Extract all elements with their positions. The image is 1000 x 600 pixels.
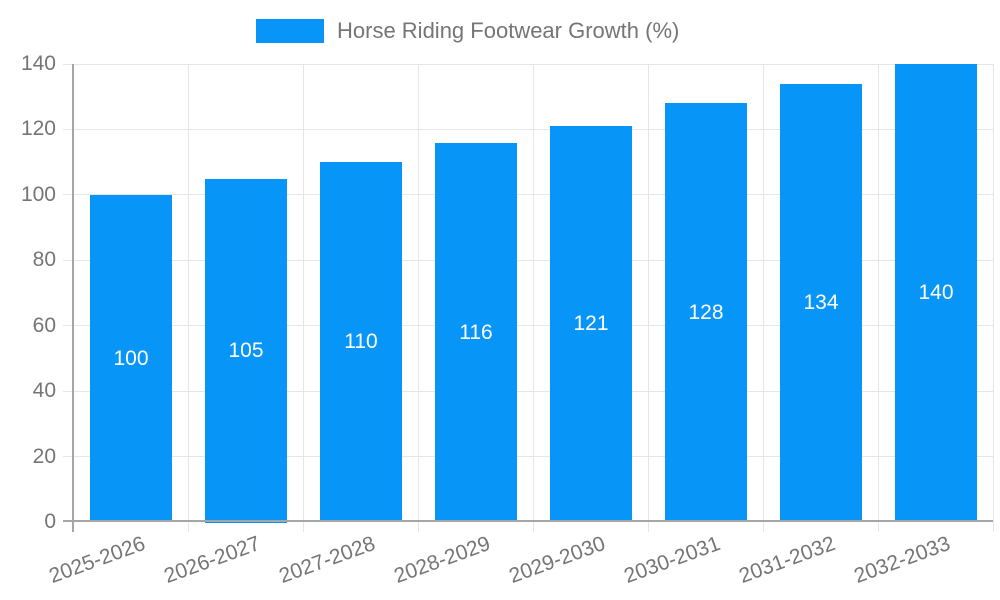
bar-value-label: 116	[459, 320, 493, 344]
bar: 134	[780, 84, 862, 522]
bar-value-label: 110	[344, 330, 378, 353]
bar-value-label: 128	[688, 300, 724, 324]
bar-value-label: 100	[113, 346, 149, 370]
x-axis-tick-label: 2032-2033	[851, 532, 954, 588]
chart-legend: Horse Riding Footwear Growth (%)	[256, 19, 679, 43]
bar: 110	[320, 162, 402, 522]
legend-swatch	[256, 19, 324, 43]
legend-label: Horse Riding Footwear Growth (%)	[337, 18, 680, 43]
y-axis-tick-label: 120	[20, 117, 56, 140]
gridline-horizontal	[63, 325, 993, 326]
y-axis-tick-label: 100	[20, 183, 56, 206]
y-axis-tick-label: 80	[32, 248, 56, 271]
bar: 140	[895, 64, 977, 522]
y-axis-tick-label: 140	[20, 52, 56, 75]
x-axis-tick-label: 2031-2032	[736, 532, 839, 588]
x-axis-tick-label: 2028-2029	[391, 532, 494, 588]
gridline-horizontal	[63, 456, 993, 457]
bar-value-label: 121	[573, 312, 609, 335]
gridline-vertical	[763, 64, 764, 532]
gridline-vertical	[993, 64, 994, 532]
gridline-vertical	[648, 64, 649, 532]
gridline-horizontal	[63, 260, 993, 261]
bar-value-label: 105	[228, 339, 264, 362]
y-axis-tick-label: 60	[32, 314, 56, 337]
bar-value-label: 134	[803, 291, 839, 314]
bar-value-label: 140	[918, 281, 954, 304]
y-axis-tick-label: 0	[44, 510, 56, 533]
gridline-horizontal	[63, 194, 993, 195]
bar: 100	[90, 195, 172, 522]
gridline-vertical	[188, 64, 189, 532]
x-axis-tick-label: 2027-2028	[276, 532, 379, 588]
gridline-vertical	[878, 64, 879, 532]
bar: 116	[435, 143, 517, 522]
x-axis-line	[63, 520, 993, 522]
gridline-horizontal	[63, 391, 993, 392]
x-axis-tick-label: 2030-2031	[621, 532, 724, 588]
gridline-vertical	[418, 64, 419, 532]
x-axis-tick-label: 2026-2027	[161, 532, 264, 588]
bar: 121	[550, 126, 632, 522]
gridline-vertical	[303, 64, 304, 532]
x-axis-tick-label: 2025-2026	[46, 532, 149, 588]
bar: 105	[205, 179, 287, 523]
bar: 128	[665, 103, 747, 522]
gridline-vertical	[533, 64, 534, 532]
gridline-horizontal	[63, 129, 993, 130]
y-axis-tick-label: 40	[32, 379, 56, 402]
gridline-horizontal	[63, 64, 993, 65]
y-axis-line	[72, 64, 74, 532]
x-axis-tick-label: 2029-2030	[506, 532, 609, 588]
y-axis-tick-label: 20	[32, 445, 56, 468]
